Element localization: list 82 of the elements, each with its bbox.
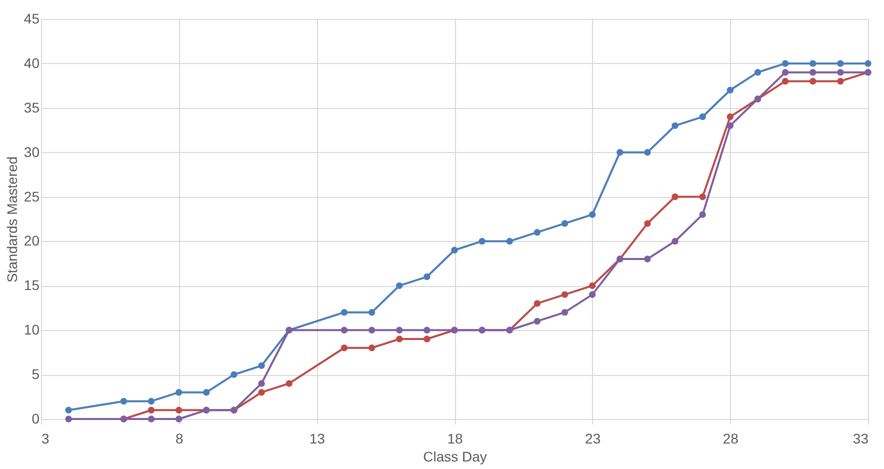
x-tick-label: 18 xyxy=(447,430,463,446)
y-tick-label: 25 xyxy=(24,188,40,204)
x-tick-label: 33 xyxy=(852,430,869,446)
point xyxy=(588,282,596,290)
point xyxy=(368,308,376,316)
point xyxy=(340,308,348,316)
point xyxy=(810,68,816,76)
point xyxy=(175,416,182,422)
y-tick-label: 0 xyxy=(32,410,40,426)
point xyxy=(837,68,844,76)
point xyxy=(368,344,376,352)
point xyxy=(534,300,541,307)
point xyxy=(451,246,458,254)
y-tick-label: 30 xyxy=(24,144,40,160)
y-tick-label: 10 xyxy=(24,322,40,338)
point xyxy=(396,326,403,334)
point xyxy=(726,122,734,130)
point xyxy=(534,318,541,325)
point xyxy=(534,228,541,236)
point xyxy=(561,220,568,227)
point xyxy=(258,380,265,387)
x-tick-label: 23 xyxy=(585,430,601,446)
point xyxy=(175,406,182,414)
point xyxy=(588,211,596,218)
point xyxy=(561,308,568,316)
x-tick-label: 28 xyxy=(722,430,739,446)
point xyxy=(230,371,238,378)
point xyxy=(644,220,651,227)
point xyxy=(65,416,72,422)
point xyxy=(148,406,155,414)
y-tick-label: 15 xyxy=(24,277,40,294)
point xyxy=(148,398,155,405)
point xyxy=(837,60,844,67)
point xyxy=(672,238,678,245)
point xyxy=(396,336,403,342)
point xyxy=(699,113,706,120)
point xyxy=(672,122,678,130)
x-tick-label: 13 xyxy=(309,430,326,446)
point xyxy=(864,60,872,67)
point xyxy=(478,238,486,245)
x-tick-label: 3 xyxy=(42,430,50,446)
y-tick-label: 45 xyxy=(24,10,40,26)
point xyxy=(258,362,265,370)
point xyxy=(588,291,596,298)
point xyxy=(726,113,734,120)
point xyxy=(506,238,513,245)
point xyxy=(340,344,348,352)
point xyxy=(120,398,128,405)
point xyxy=(396,282,403,290)
point xyxy=(424,326,430,334)
point xyxy=(424,336,430,342)
point xyxy=(561,291,568,298)
point xyxy=(699,193,706,200)
point xyxy=(148,416,155,422)
point xyxy=(340,326,348,334)
y-tick-label: 40 xyxy=(24,54,40,71)
point xyxy=(616,148,624,156)
point xyxy=(672,193,678,200)
point xyxy=(175,388,182,396)
y-tick-label: 35 xyxy=(24,99,40,116)
point xyxy=(837,78,844,85)
point xyxy=(699,211,706,218)
x-axis-title: Class Day xyxy=(423,448,487,464)
x-tick-label: 8 xyxy=(175,430,184,446)
point xyxy=(754,68,762,76)
point xyxy=(810,78,816,85)
point xyxy=(782,68,789,76)
point xyxy=(782,78,789,85)
point xyxy=(810,60,816,67)
y-tick-label: 20 xyxy=(24,232,40,249)
point xyxy=(726,86,734,94)
point xyxy=(258,388,265,396)
y-axis-title: Standards Mastered xyxy=(4,156,20,283)
point xyxy=(644,148,651,156)
point xyxy=(424,273,430,280)
y-tick-label: 5 xyxy=(32,366,40,382)
point xyxy=(203,388,210,396)
point xyxy=(286,380,292,387)
point xyxy=(368,326,376,334)
point xyxy=(65,406,72,414)
point xyxy=(782,60,789,67)
point xyxy=(644,256,651,262)
